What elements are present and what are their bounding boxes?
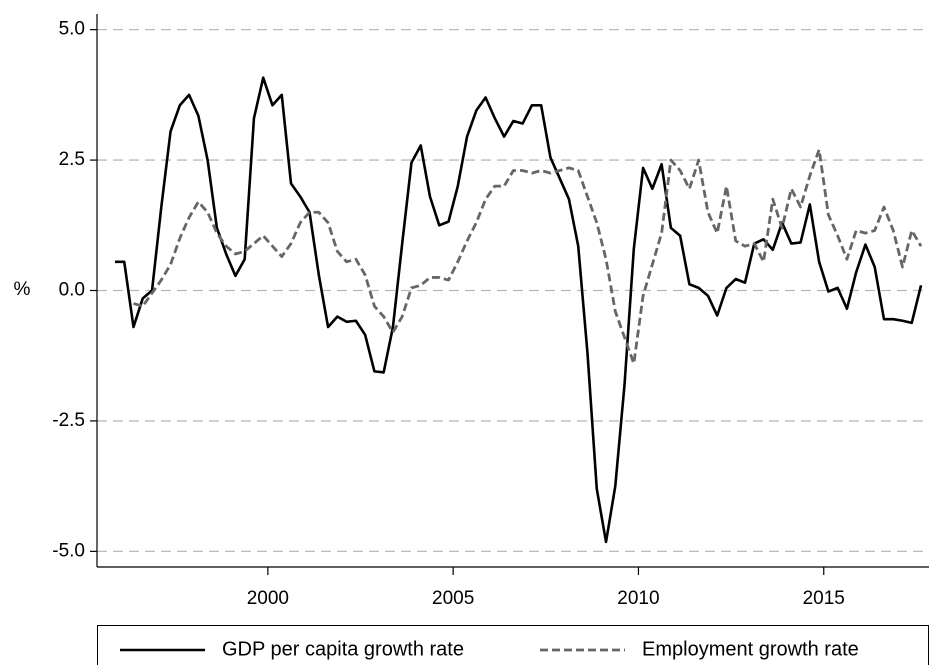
series-line	[133, 148, 923, 365]
x-tick-label: 2010	[617, 588, 659, 609]
x-tick-label: 2000	[247, 588, 289, 609]
series-line	[114, 76, 923, 544]
legend-box	[97, 625, 929, 665]
y-tick-label: -5.0	[52, 540, 85, 561]
y-tick-label: 2.5	[59, 149, 85, 170]
y-tick-label: 0.0	[59, 280, 85, 301]
x-tick-label: 2015	[803, 588, 845, 609]
x-tick-label: 2005	[432, 588, 474, 609]
y-tick-label: 5.0	[59, 19, 85, 40]
legend-label: GDP per capita growth rate	[222, 638, 464, 660]
y-axis-label: %	[14, 279, 31, 300]
y-tick-label: -2.5	[52, 410, 85, 431]
legend-label: Employment growth rate	[642, 638, 859, 660]
